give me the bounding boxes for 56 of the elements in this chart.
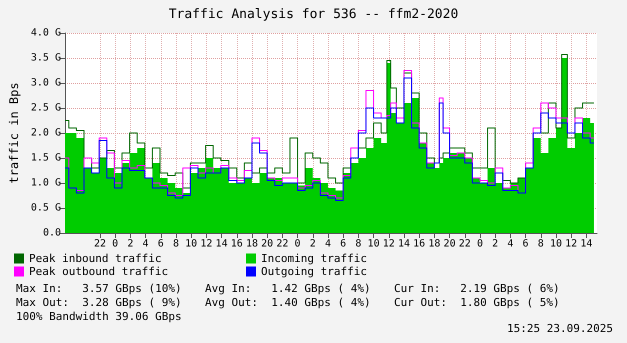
x-tick-label: 0 (294, 238, 301, 250)
y-tick-label: 0.5 G (30, 202, 61, 214)
x-tick-label: 16 (413, 238, 426, 250)
x-tick-label: 20 (444, 238, 456, 250)
chart-title: Traffic Analysis for 536 -- ffm2-2020 (168, 7, 458, 22)
y-tick-label: 4.0 G (30, 28, 61, 38)
x-tick-label: 10 (368, 238, 380, 250)
text: 15:25 23.09.2025 (507, 322, 614, 335)
x-tick-label: 4 (142, 238, 149, 250)
x-tick-label: 4 (324, 238, 331, 250)
x-tick-label: 20 (261, 238, 274, 250)
x-tick-label: 6 (522, 238, 529, 250)
x-tick-label: 6 (340, 238, 346, 250)
y-tick-label: 2.0 G (30, 128, 61, 138)
text: Avg Out: 1.40 GBps ( 4%) (205, 296, 371, 309)
x-tick-label: 10 (185, 238, 198, 250)
x-tick-label: 2 (492, 238, 498, 250)
x-tick-label: 22 (276, 238, 288, 250)
x-tick-label: 12 (565, 238, 578, 250)
text: 100% Bandwidth 39.06 GBps (16, 310, 182, 323)
x-tick-label: 18 (428, 238, 440, 250)
legend-label: Outgoing traffic (261, 265, 367, 278)
x-tick-label: 22 (458, 238, 471, 250)
x-tick-label: 8 (538, 238, 544, 250)
x-tick-label: 10 (550, 238, 562, 250)
x-tick-label: 14 (580, 238, 592, 250)
x-tick-label: 14 (216, 238, 228, 250)
x-tick-label: 12 (200, 238, 212, 250)
x-tick-label: 14 (398, 238, 410, 250)
x-tick-label: 16 (230, 238, 243, 250)
text: Cur In: 2.19 GBps ( 6%) (394, 282, 560, 295)
x-tick-label: 22 (94, 238, 106, 250)
legend-label: Peak inbound traffic (29, 252, 162, 265)
text: Max In: 3.57 GBps (10%) (16, 282, 182, 295)
text: Max Out: 3.28 GBps ( 9%) (16, 296, 182, 309)
legend-label: Peak outbound traffic (29, 265, 168, 278)
y-tick-label: 1.5 G (30, 152, 61, 164)
x-tick-label: 12 (382, 238, 395, 250)
y-tick-label: 3.5 G (30, 52, 61, 64)
y-axis-title: traffic in Bps (7, 82, 21, 184)
y-tick-label: 0.0 (42, 228, 61, 238)
x-tick-label: 0 (476, 238, 483, 250)
legend-label: Incoming traffic (261, 252, 367, 265)
x-tick-label: 0 (112, 238, 118, 250)
text: Avg In: 1.42 GBps ( 4%) (205, 282, 371, 295)
text: Cur Out: 1.80 GBps ( 5%) (394, 296, 560, 309)
x-tick-label: 6 (158, 238, 164, 250)
y-tick-label: 2.5 G (30, 102, 61, 114)
y-tick-label: 1.0 G (30, 178, 61, 188)
x-tick-label: 8 (355, 238, 362, 250)
x-tick-label: 4 (507, 238, 514, 250)
y-tick-label: 3.0 G (30, 78, 61, 88)
x-tick-label: 18 (246, 238, 258, 250)
x-tick-label: 8 (172, 238, 179, 250)
x-tick-label: 2 (127, 238, 134, 250)
x-tick-label: 2 (310, 238, 316, 250)
